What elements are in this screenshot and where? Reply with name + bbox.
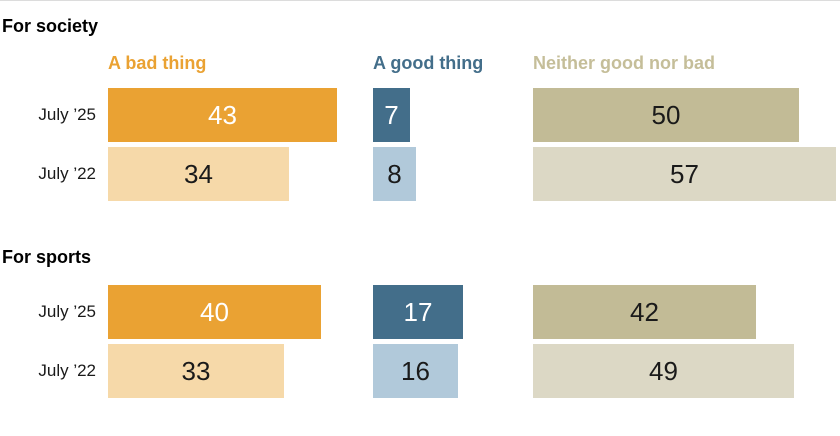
bar-value: 17 <box>403 296 433 327</box>
bar-value: 33 <box>181 355 211 386</box>
bar-value: 7 <box>384 99 399 130</box>
row-label-society-jul25: July ’25 <box>38 105 96 124</box>
bar-value: 16 <box>401 355 430 386</box>
bar-sports-jul22-neither: 49 <box>533 344 794 398</box>
bar-value: 40 <box>200 296 229 327</box>
bar-value: 34 <box>184 158 213 189</box>
bar-value: 42 <box>630 296 659 327</box>
bar-sports-jul25-good: 17 <box>373 285 463 339</box>
section-title-society: For society <box>2 16 99 36</box>
bar-society-jul22-bad: 34 <box>108 147 289 201</box>
bar-sports-jul25-bad: 40 <box>108 285 321 339</box>
section-title-sports: For sports <box>2 247 92 267</box>
bar-value: 49 <box>649 355 678 386</box>
bar-value: 43 <box>208 99 237 130</box>
legend-label-neither: Neither good nor bad <box>533 53 715 73</box>
bar-value: 57 <box>670 158 699 189</box>
legend-label-bad-thing: A bad thing <box>108 53 207 73</box>
bar-sports-jul22-good: 16 <box>373 344 458 398</box>
row-label-society-jul22: July ’22 <box>38 164 96 183</box>
bar-society-jul25-neither: 50 <box>533 88 799 142</box>
bar-society-jul22-good: 8 <box>373 147 416 201</box>
bar-society-jul25-bad: 43 <box>108 88 337 142</box>
bar-value: 50 <box>651 99 681 130</box>
row-label-sports-jul25: July ’25 <box>38 302 96 321</box>
top-divider <box>0 0 840 1</box>
bar-society-jul22-neither: 57 <box>533 147 836 201</box>
bar-sports-jul25-neither: 42 <box>533 285 756 339</box>
bar-sports-jul22-bad: 33 <box>108 344 284 398</box>
row-label-sports-jul22: July ’22 <box>38 361 96 380</box>
legend-label-good-thing: A good thing <box>373 53 484 73</box>
bar-society-jul25-good: 7 <box>373 88 410 142</box>
bar-value: 8 <box>387 158 402 189</box>
